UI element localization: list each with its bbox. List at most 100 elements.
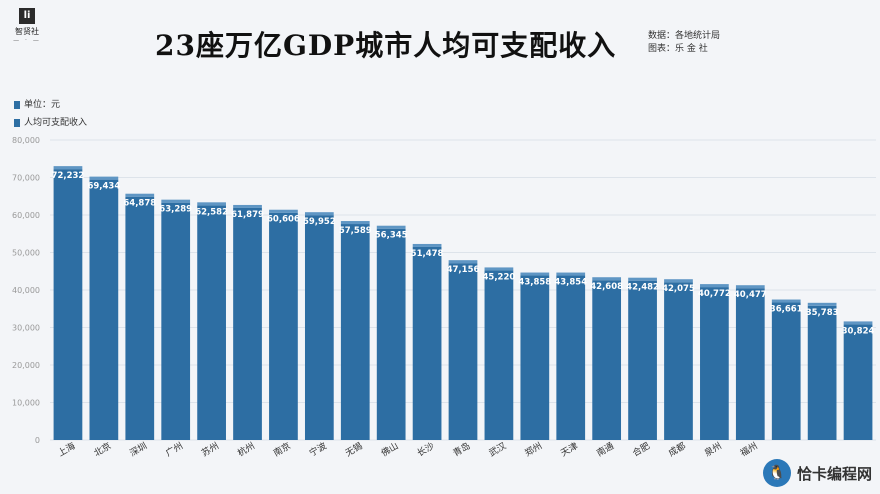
bar: [592, 280, 622, 440]
data-label: 56,345: [375, 231, 408, 241]
bar: [556, 275, 586, 440]
data-label: 57,589: [339, 226, 372, 236]
logo-mark-icon: li: [19, 8, 35, 24]
bar: [233, 207, 262, 440]
x-tick-label: 泉州: [702, 440, 724, 459]
bar-cap: [700, 284, 729, 288]
bar: [340, 224, 370, 440]
logo-decoration: — · —: [13, 37, 41, 44]
chart-legend: 单位：元 人均可支配收入: [14, 96, 87, 132]
brand-logo: li 智贤社 — · —: [10, 8, 44, 44]
data-label: 69,434: [87, 182, 120, 192]
data-label: 43,854: [554, 278, 587, 288]
bar-cap: [269, 209, 298, 213]
x-tick-label: 南通: [594, 440, 616, 459]
data-label: 40,772: [698, 289, 731, 299]
x-tick-label: 成都: [666, 440, 688, 459]
data-label: 64,878: [123, 199, 156, 209]
data-label: 40,477: [734, 290, 767, 300]
bar: [412, 246, 442, 440]
data-label: 42,608: [590, 282, 623, 292]
data-label: 51,478: [411, 249, 444, 259]
x-tick-label: 佛山: [379, 440, 401, 459]
legend-unit-label: 单位：元: [24, 100, 61, 110]
bar: [628, 280, 657, 440]
data-label: 63,289: [159, 205, 192, 215]
chart-meta: 数据：各地统计局 图表：乐 金 社: [648, 30, 720, 56]
bar-cap: [556, 272, 586, 276]
chart-title: 23座万亿GDP城市人均可支配收入: [155, 29, 617, 62]
bar-cap: [340, 221, 370, 225]
bar: [771, 302, 801, 440]
x-tick-label: 天津: [559, 441, 580, 460]
data-label: 30,824: [842, 326, 875, 336]
data-label: 43,858: [518, 278, 551, 288]
x-tick-label: 深圳: [128, 441, 149, 460]
x-tick-label: 宁波: [307, 440, 329, 459]
bar-cap: [125, 193, 155, 197]
data-label: 45,220: [483, 272, 516, 282]
bar: [125, 196, 155, 440]
bar-cap: [412, 243, 442, 247]
x-tick-label: 苏州: [199, 440, 221, 459]
bar-cap: [843, 321, 873, 325]
bar-cap: [628, 277, 657, 281]
bar: [664, 282, 693, 440]
x-tick-label: 杭州: [235, 440, 257, 459]
bar-cap: [807, 302, 837, 306]
bar: [161, 202, 191, 440]
legend-swatch-icon: [14, 119, 20, 127]
x-tick-label: 福州: [738, 440, 760, 459]
bar: [700, 287, 729, 440]
x-tick-label: 北京: [92, 440, 114, 459]
bar-cap: [520, 272, 550, 276]
data-label: 35,783: [806, 308, 839, 318]
bar: [304, 215, 334, 440]
bar: [448, 263, 478, 440]
data-source: 数据：各地统计局: [648, 31, 721, 41]
data-label: 60,606: [267, 215, 300, 225]
penguin-icon: 🐧: [762, 459, 791, 487]
bar-cap: [161, 199, 191, 203]
data-label: 72,232: [52, 171, 85, 181]
x-tick-label: 广州: [163, 440, 185, 459]
legend-swatch-icon: [14, 101, 20, 109]
x-tick-label: 武汉: [487, 440, 509, 459]
y-tick-label: 40,000: [12, 286, 40, 295]
bar-cap: [376, 225, 406, 229]
legend-series: 人均可支配收入: [14, 114, 87, 132]
watermark-text: 恰卡编程网: [796, 464, 872, 483]
data-label: 62,582: [195, 207, 228, 217]
x-tick-label: 南京: [271, 440, 293, 459]
y-tick-label: 80,000: [12, 136, 40, 145]
bar: [843, 324, 873, 440]
x-tick-label: 无锡: [343, 441, 364, 460]
legend-series-label: 人均可支配收入: [24, 118, 88, 128]
x-tick-label: 上海: [56, 440, 78, 459]
y-tick-label: 50,000: [12, 249, 40, 258]
y-tick-label: 30,000: [12, 324, 40, 333]
bar-cap: [53, 166, 83, 170]
bar-cap: [89, 176, 119, 180]
legend-unit: 单位：元: [14, 96, 87, 114]
x-tick-label: 长沙: [415, 440, 437, 459]
bar-cap: [233, 204, 262, 208]
bar: [197, 205, 226, 440]
data-label: 47,156: [447, 265, 480, 275]
x-tick-label: 郑州: [523, 440, 545, 459]
y-tick-label: 60,000: [12, 211, 40, 220]
bar: [735, 288, 765, 440]
bar-cap: [197, 202, 226, 206]
bar-cap: [735, 285, 765, 289]
bar: [520, 275, 550, 440]
data-label: 36,661: [770, 305, 803, 315]
bar: [376, 228, 406, 440]
bar: [269, 212, 298, 440]
bar: [89, 179, 119, 440]
bar-cap: [448, 260, 478, 264]
bar-cap: [484, 267, 514, 271]
chart-author: 图表：乐 金 社: [648, 44, 708, 54]
bar: [53, 169, 83, 440]
bar-cap: [771, 299, 801, 303]
